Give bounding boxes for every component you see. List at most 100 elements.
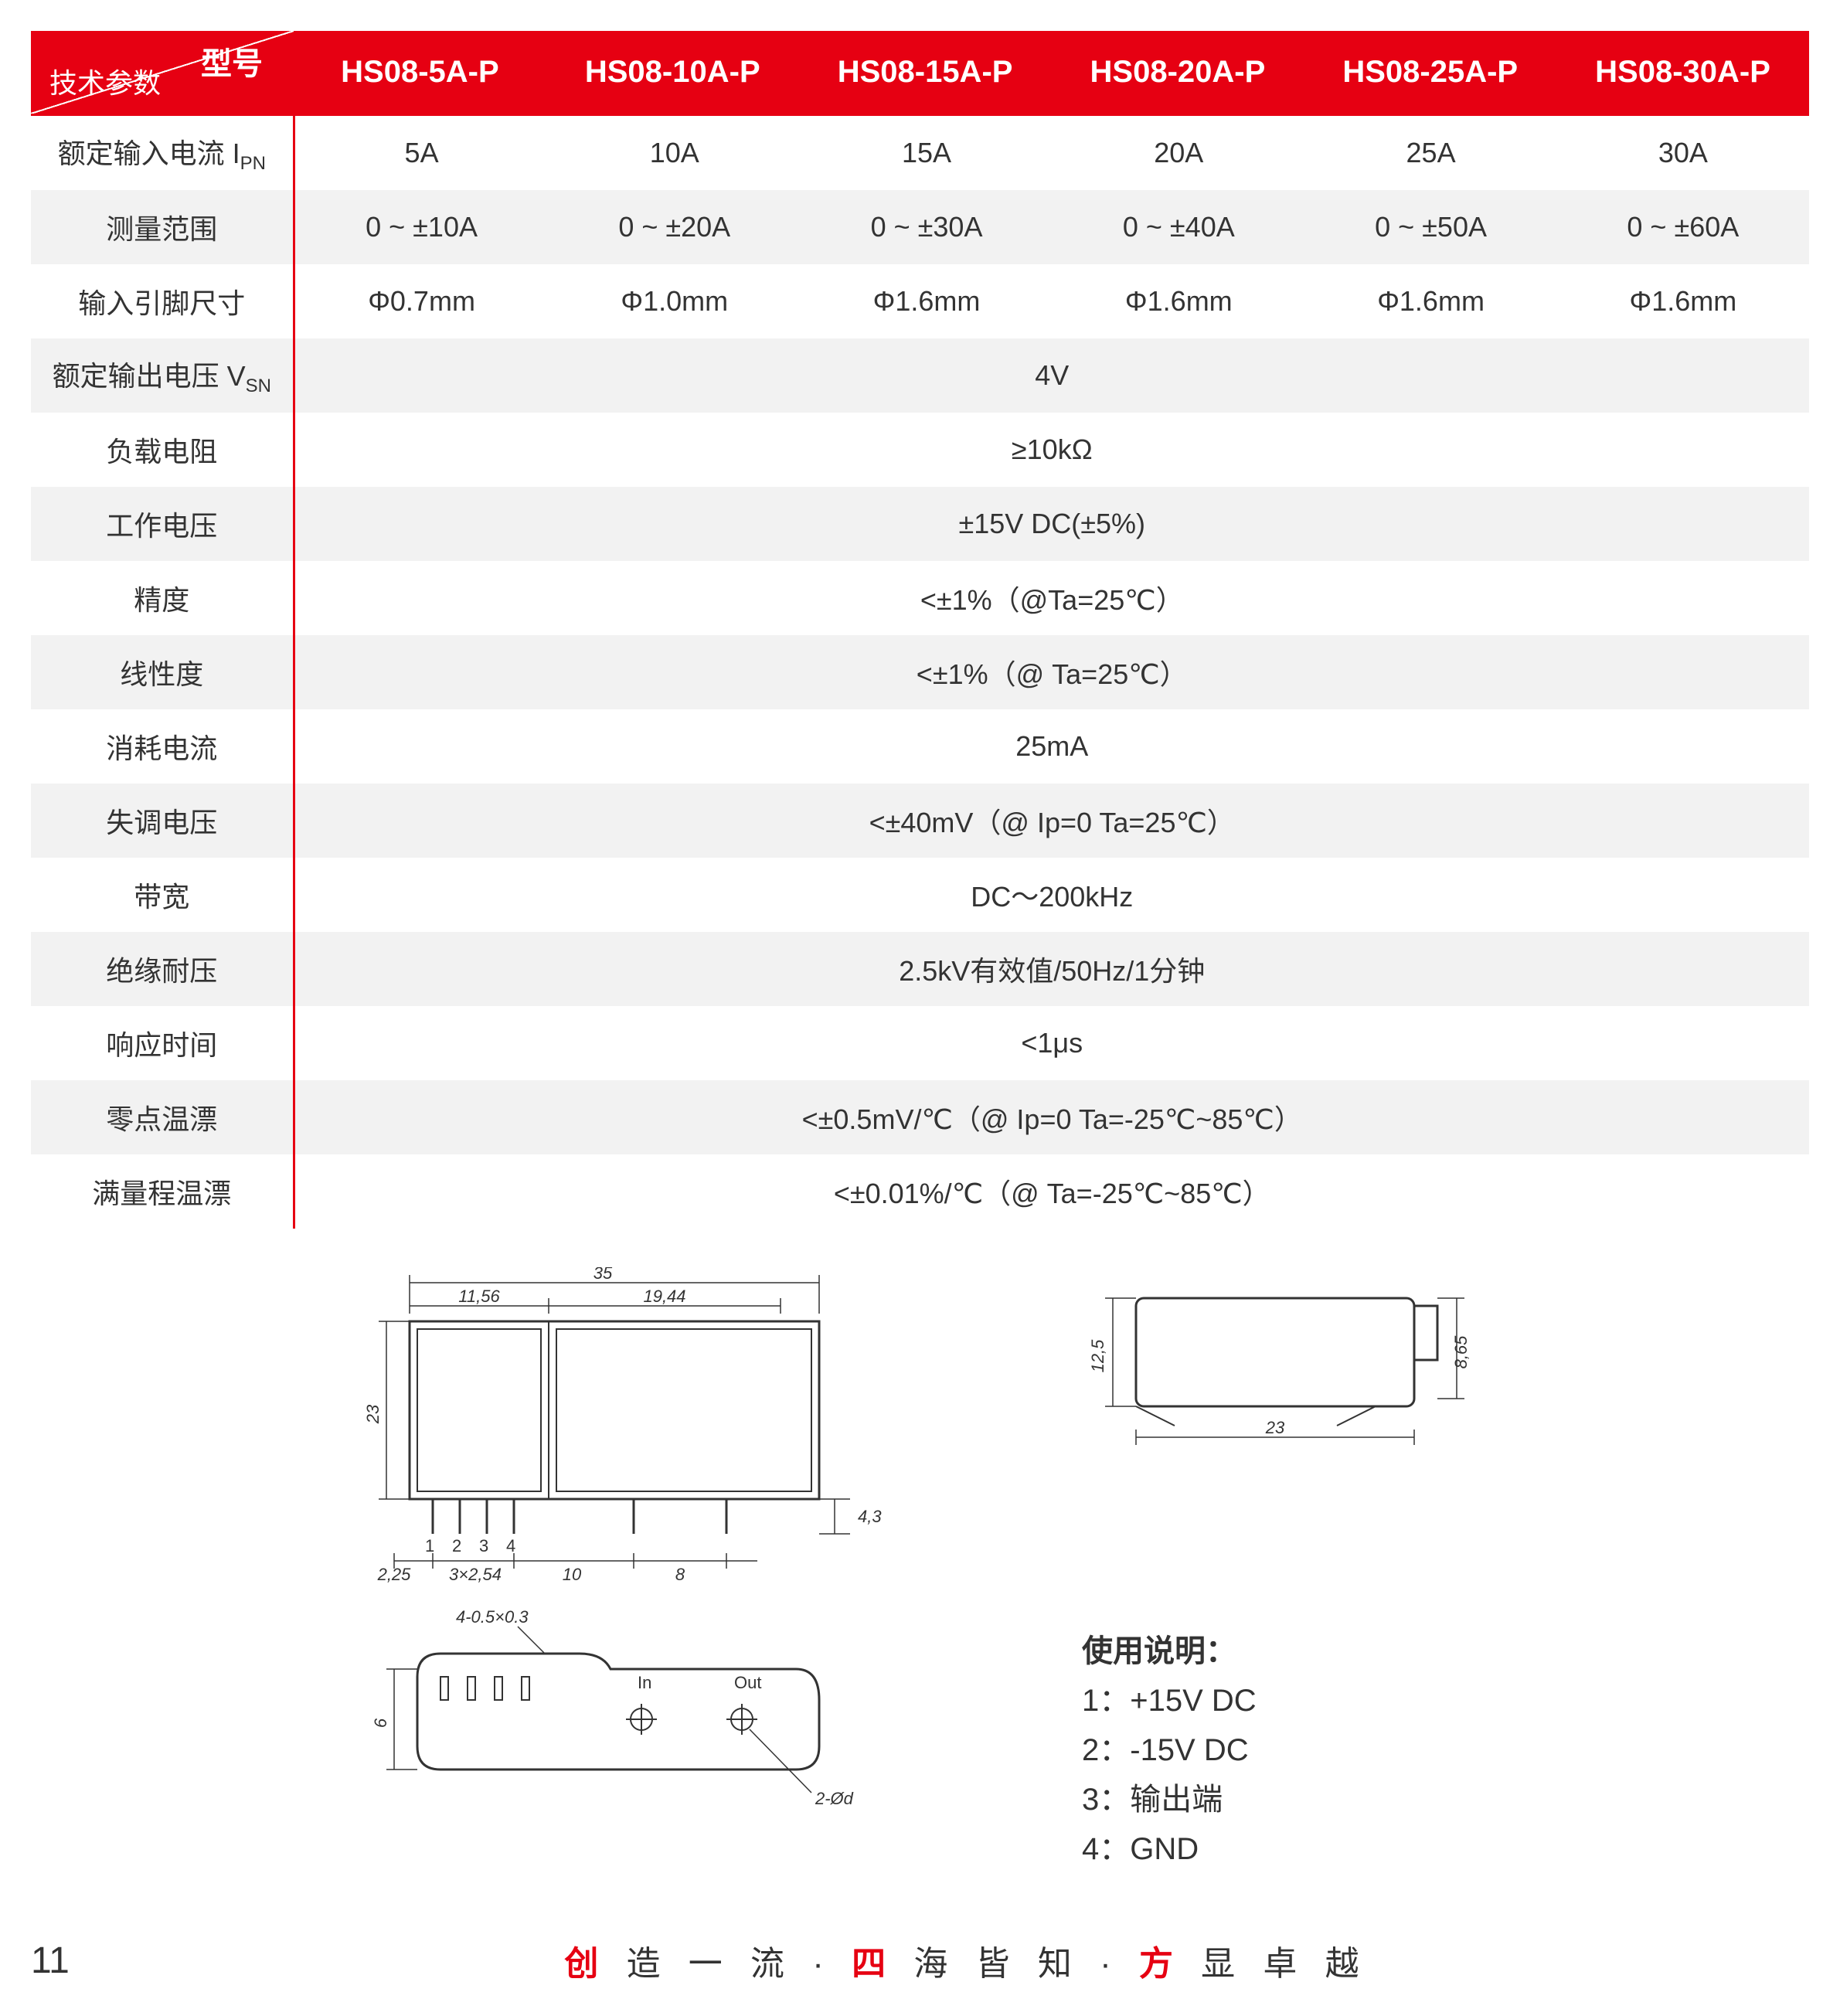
- row-cell: 0 ~ ±20A: [549, 190, 801, 264]
- row-label: 消耗电流: [31, 709, 294, 784]
- svg-text:35: 35: [593, 1267, 613, 1283]
- row-value: <±1%（@ Ta=25℃）: [294, 635, 1809, 709]
- row-cell: 0 ~ ±30A: [801, 190, 1053, 264]
- model-col-1: HS08-10A-P: [546, 55, 799, 90]
- table-row: 消耗电流25mA: [31, 709, 1809, 784]
- svg-text:3: 3: [479, 1536, 488, 1555]
- svg-text:In: In: [638, 1673, 651, 1692]
- table-row: 带宽DC～200kHz: [31, 858, 1809, 932]
- spec-table: 额定输入电流 IPN5A10A15A20A25A30A测量范围0 ~ ±10A0…: [31, 116, 1809, 1229]
- row-label: 绝缘耐压: [31, 932, 294, 1006]
- row-label: 工作电压: [31, 487, 294, 561]
- engineering-drawings: 35 11,56 19,44 23: [325, 1267, 1020, 1874]
- header-corner: 技术参数 型号: [31, 31, 294, 114]
- row-cell: 15A: [801, 116, 1053, 190]
- row-cell: 0 ~ ±10A: [294, 190, 549, 264]
- row-label: 响应时间: [31, 1006, 294, 1080]
- row-cell: 0 ~ ±40A: [1053, 190, 1304, 264]
- svg-text:8,65: 8,65: [1451, 1335, 1471, 1369]
- param-label: 技术参数: [49, 61, 161, 101]
- row-cell: 0 ~ ±60A: [1557, 190, 1809, 264]
- model-columns: HS08-5A-PHS08-10A-PHS08-15A-PHS08-20A-PH…: [294, 31, 1809, 114]
- row-cell: Φ1.6mm: [801, 264, 1053, 338]
- instructions-title: 使用说明：: [1082, 1627, 1809, 1676]
- row-value: <±0.01%/℃（@ Ta=-25℃~85℃）: [294, 1154, 1809, 1229]
- row-cell: 20A: [1053, 116, 1304, 190]
- row-value: ≥10kΩ: [294, 413, 1809, 487]
- table-row: 绝缘耐压2.5kV有效值/50Hz/1分钟: [31, 932, 1809, 1006]
- row-label: 满量程温漂: [31, 1154, 294, 1229]
- row-value: <±1%（@Ta=25℃）: [294, 561, 1809, 635]
- table-row: 满量程温漂<±0.01%/℃（@ Ta=-25℃~85℃）: [31, 1154, 1809, 1229]
- row-cell: 0 ~ ±50A: [1304, 190, 1556, 264]
- row-value: ±15V DC(±5%): [294, 487, 1809, 561]
- row-value: 2.5kV有效值/50Hz/1分钟: [294, 932, 1809, 1006]
- row-cell: Φ1.0mm: [549, 264, 801, 338]
- table-row: 工作电压±15V DC(±5%): [31, 487, 1809, 561]
- row-label: 额定输入电流 IPN: [31, 116, 294, 190]
- row-label: 测量范围: [31, 190, 294, 264]
- model-col-5: HS08-30A-P: [1556, 55, 1809, 90]
- row-label: 输入引脚尺寸: [31, 264, 294, 338]
- table-header: 技术参数 型号 HS08-5A-PHS08-10A-PHS08-15A-PHS0…: [31, 31, 1809, 116]
- instruction-line: 2：-15V DC: [1082, 1725, 1809, 1775]
- model-col-0: HS08-5A-P: [294, 55, 546, 90]
- svg-text:23: 23: [363, 1404, 383, 1424]
- table-row: 线性度<±1%（@ Ta=25℃）: [31, 635, 1809, 709]
- row-cell: Φ1.6mm: [1557, 264, 1809, 338]
- row-cell: 5A: [294, 116, 549, 190]
- row-cell: 30A: [1557, 116, 1809, 190]
- row-cell: Φ1.6mm: [1304, 264, 1556, 338]
- page-footer: 11 创 造 一 流 · 四 海 皆 知 · 方 显 卓 越: [31, 1936, 1809, 1985]
- usage-instructions: 使用说明： 1：+15V DC2：-15V DC3：输出端4：GND: [1082, 1627, 1809, 1874]
- instruction-line: 4：GND: [1082, 1824, 1809, 1874]
- table-row: 额定输出电压 VSN4V: [31, 338, 1809, 413]
- row-cell: Φ0.7mm: [294, 264, 549, 338]
- svg-text:6: 6: [371, 1718, 390, 1728]
- row-label: 零点温漂: [31, 1080, 294, 1154]
- table-row: 测量范围0 ~ ±10A0 ~ ±20A0 ~ ±30A0 ~ ±40A0 ~ …: [31, 190, 1809, 264]
- svg-text:12,5: 12,5: [1088, 1339, 1107, 1373]
- row-value: <1μs: [294, 1006, 1809, 1080]
- row-label: 负载电阻: [31, 413, 294, 487]
- svg-text:10: 10: [563, 1565, 582, 1584]
- instruction-line: 3：输出端: [1082, 1775, 1809, 1824]
- page-number: 11: [31, 1940, 124, 1982]
- diagram-area: 35 11,56 19,44 23: [31, 1267, 1809, 1874]
- table-row: 精度<±1%（@Ta=25℃）: [31, 561, 1809, 635]
- svg-text:8: 8: [675, 1565, 685, 1584]
- row-label: 带宽: [31, 858, 294, 932]
- instruction-line: 1：+15V DC: [1082, 1676, 1809, 1725]
- row-label: 额定输出电压 VSN: [31, 338, 294, 413]
- svg-text:2: 2: [452, 1536, 461, 1555]
- svg-text:2-Ød: 2-Ød: [815, 1789, 854, 1808]
- row-value: <±40mV（@ Ip=0 Ta=25℃）: [294, 784, 1809, 858]
- svg-text:4-0.5×0.3: 4-0.5×0.3: [456, 1607, 529, 1627]
- model-label: 型号: [201, 39, 263, 83]
- row-cell: Φ1.6mm: [1053, 264, 1304, 338]
- row-label: 线性度: [31, 635, 294, 709]
- svg-text:4,3: 4,3: [858, 1507, 882, 1526]
- svg-text:4: 4: [506, 1536, 515, 1555]
- row-value: 4V: [294, 338, 1809, 413]
- footer-slogan: 创 造 一 流 · 四 海 皆 知 · 方 显 卓 越: [124, 1936, 1809, 1985]
- model-col-3: HS08-20A-P: [1051, 55, 1304, 90]
- table-row: 失调电压<±40mV（@ Ip=0 Ta=25℃）: [31, 784, 1809, 858]
- table-row: 输入引脚尺寸Φ0.7mmΦ1.0mmΦ1.6mmΦ1.6mmΦ1.6mmΦ1.6…: [31, 264, 1809, 338]
- svg-text:23: 23: [1265, 1418, 1285, 1437]
- side-view-and-instructions: 12,5 23 8,65 使用说明： 1：+15V DC2：-15V DC3：输…: [1020, 1267, 1809, 1874]
- svg-text:Out: Out: [734, 1673, 761, 1692]
- row-cell: 25A: [1304, 116, 1556, 190]
- table-row: 响应时间<1μs: [31, 1006, 1809, 1080]
- svg-text:11,56: 11,56: [458, 1287, 500, 1306]
- row-value: <±0.5mV/℃（@ Ip=0 Ta=-25℃~85℃）: [294, 1080, 1809, 1154]
- row-value: 25mA: [294, 709, 1809, 784]
- row-cell: 10A: [549, 116, 801, 190]
- row-label: 精度: [31, 561, 294, 635]
- svg-text:2,25: 2,25: [377, 1565, 412, 1584]
- table-row: 零点温漂<±0.5mV/℃（@ Ip=0 Ta=-25℃~85℃）: [31, 1080, 1809, 1154]
- table-row: 额定输入电流 IPN5A10A15A20A25A30A: [31, 116, 1809, 190]
- row-value: DC～200kHz: [294, 858, 1809, 932]
- model-col-4: HS08-25A-P: [1304, 55, 1556, 90]
- model-col-2: HS08-15A-P: [799, 55, 1052, 90]
